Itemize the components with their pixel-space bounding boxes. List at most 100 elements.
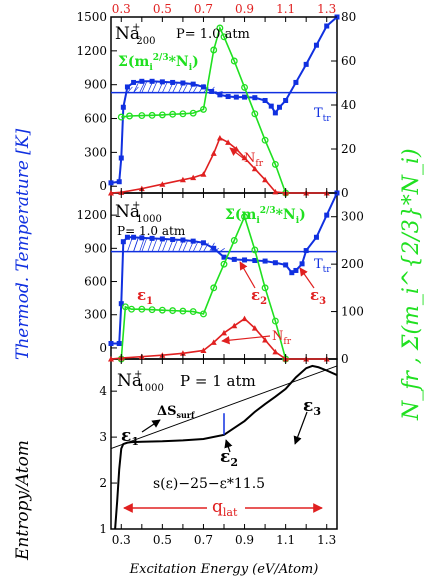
data-point <box>190 238 196 244</box>
series-line-mini <box>120 214 287 360</box>
data-point <box>251 246 259 254</box>
hatch-line <box>182 82 189 93</box>
data-point <box>200 310 207 318</box>
y-axis-label-right: N_fr , Σ(m_i^{2/3}*N_i) <box>399 148 424 421</box>
top-tick-label: 0.5 <box>153 2 172 16</box>
nfr-arrow-middle <box>221 335 271 345</box>
y-tick-label-right: 80 <box>341 10 356 24</box>
y-tick-label-left: 1200 <box>76 208 107 222</box>
panel-top-nfr-label: Nfr <box>244 151 264 169</box>
data-point <box>200 347 207 353</box>
data-point <box>179 307 187 315</box>
data-point <box>209 88 215 94</box>
panel-top-pressure: P= 1.0 atm <box>176 27 250 42</box>
y-tick-label-left: 4 <box>99 384 107 398</box>
data-point <box>108 341 114 347</box>
data-point <box>138 112 146 120</box>
panel-bottom-formula: s(ε)−25−ε*11.5 <box>153 476 265 492</box>
data-point <box>299 261 305 267</box>
data-point <box>293 79 299 85</box>
series-line-nfr <box>110 317 327 360</box>
panel-middle-cluster-label: Na+ 1000 <box>115 200 162 225</box>
x-tick-label: 0.7 <box>194 533 213 547</box>
data-point <box>170 236 176 242</box>
y-tick-label-right: 0 <box>341 352 349 366</box>
y-tick-label-left: 0 <box>99 179 107 193</box>
data-point <box>180 80 186 86</box>
data-point <box>139 235 145 241</box>
hatch-line <box>133 82 139 93</box>
data-point <box>251 110 259 118</box>
data-point <box>272 260 278 266</box>
y-tick-label-left: 900 <box>84 78 107 92</box>
y-tick-label-right: 100 <box>341 305 364 319</box>
data-point <box>293 267 299 273</box>
data-point <box>220 33 228 41</box>
data-point <box>252 95 258 101</box>
data-point <box>225 139 232 145</box>
data-point <box>268 103 274 109</box>
data-point <box>262 337 269 343</box>
y-tick-label-left: 1500 <box>76 10 107 24</box>
data-point <box>200 105 207 113</box>
data-point <box>251 165 258 172</box>
data-point <box>261 136 269 144</box>
data-point <box>159 181 166 187</box>
panel-top-ttr-label: Ttr <box>314 106 331 124</box>
y-tick-label-right: 60 <box>341 54 356 68</box>
panel-middle-eps3: ε3 <box>310 286 326 307</box>
data-point <box>128 305 135 313</box>
panel-bottom-qlat-label: qlat <box>212 497 238 519</box>
hatch-line <box>162 81 168 93</box>
panel-top-cluster-label: Na+ 200 <box>115 22 156 47</box>
y-tick-label-left: 1200 <box>76 44 107 58</box>
data-point <box>179 176 186 183</box>
data-point <box>283 262 289 268</box>
y-tick-label-right: 20 <box>341 142 356 156</box>
data-point <box>120 239 126 245</box>
data-point <box>272 110 278 116</box>
data-point <box>271 160 279 168</box>
series-line-s <box>114 364 338 530</box>
data-point <box>138 305 146 313</box>
series-line-t <box>111 192 338 345</box>
data-point <box>149 78 155 84</box>
data-point <box>324 23 330 29</box>
x-tick-label: 0.3 <box>112 533 131 547</box>
hatch-line <box>151 238 158 252</box>
hatch-line <box>141 81 148 93</box>
data-point <box>313 234 319 240</box>
data-point <box>225 94 231 100</box>
data-point <box>124 234 130 240</box>
data-point <box>131 79 137 85</box>
x-axis-label: Excitation Energy (eV/Atom) <box>129 562 319 577</box>
data-point <box>251 325 258 331</box>
data-point <box>200 240 206 246</box>
panel-bottom-cluster-label: Na+ 1000 <box>117 369 164 394</box>
data-point <box>230 57 238 65</box>
hatch-line <box>141 237 148 252</box>
data-point <box>169 110 177 118</box>
nfr-arrow-top <box>229 147 244 159</box>
data-point <box>124 84 130 90</box>
y-tick-label-right: 0 <box>341 186 349 200</box>
data-point <box>272 348 279 355</box>
y-tick-label-left: 900 <box>84 241 107 255</box>
data-point <box>221 329 227 336</box>
top-tick-label: 1.1 <box>276 2 295 16</box>
data-point <box>241 315 248 322</box>
data-point <box>179 110 187 118</box>
data-point <box>261 284 269 292</box>
panel-middle-ttr-label: Ttr <box>314 257 331 275</box>
data-point <box>118 155 124 161</box>
eps3-arrow-bottom <box>293 411 308 445</box>
data-point <box>200 84 206 90</box>
data-point <box>189 308 197 316</box>
data-point <box>108 356 114 362</box>
y-tick-label-left: 1 <box>99 522 107 536</box>
y-tick-label-left: 2 <box>99 476 107 490</box>
panel-middle-pressure: P= 1.0 atm <box>117 224 186 238</box>
series-line-mini <box>121 25 287 194</box>
hatch-line <box>127 86 133 93</box>
data-point <box>170 79 176 85</box>
